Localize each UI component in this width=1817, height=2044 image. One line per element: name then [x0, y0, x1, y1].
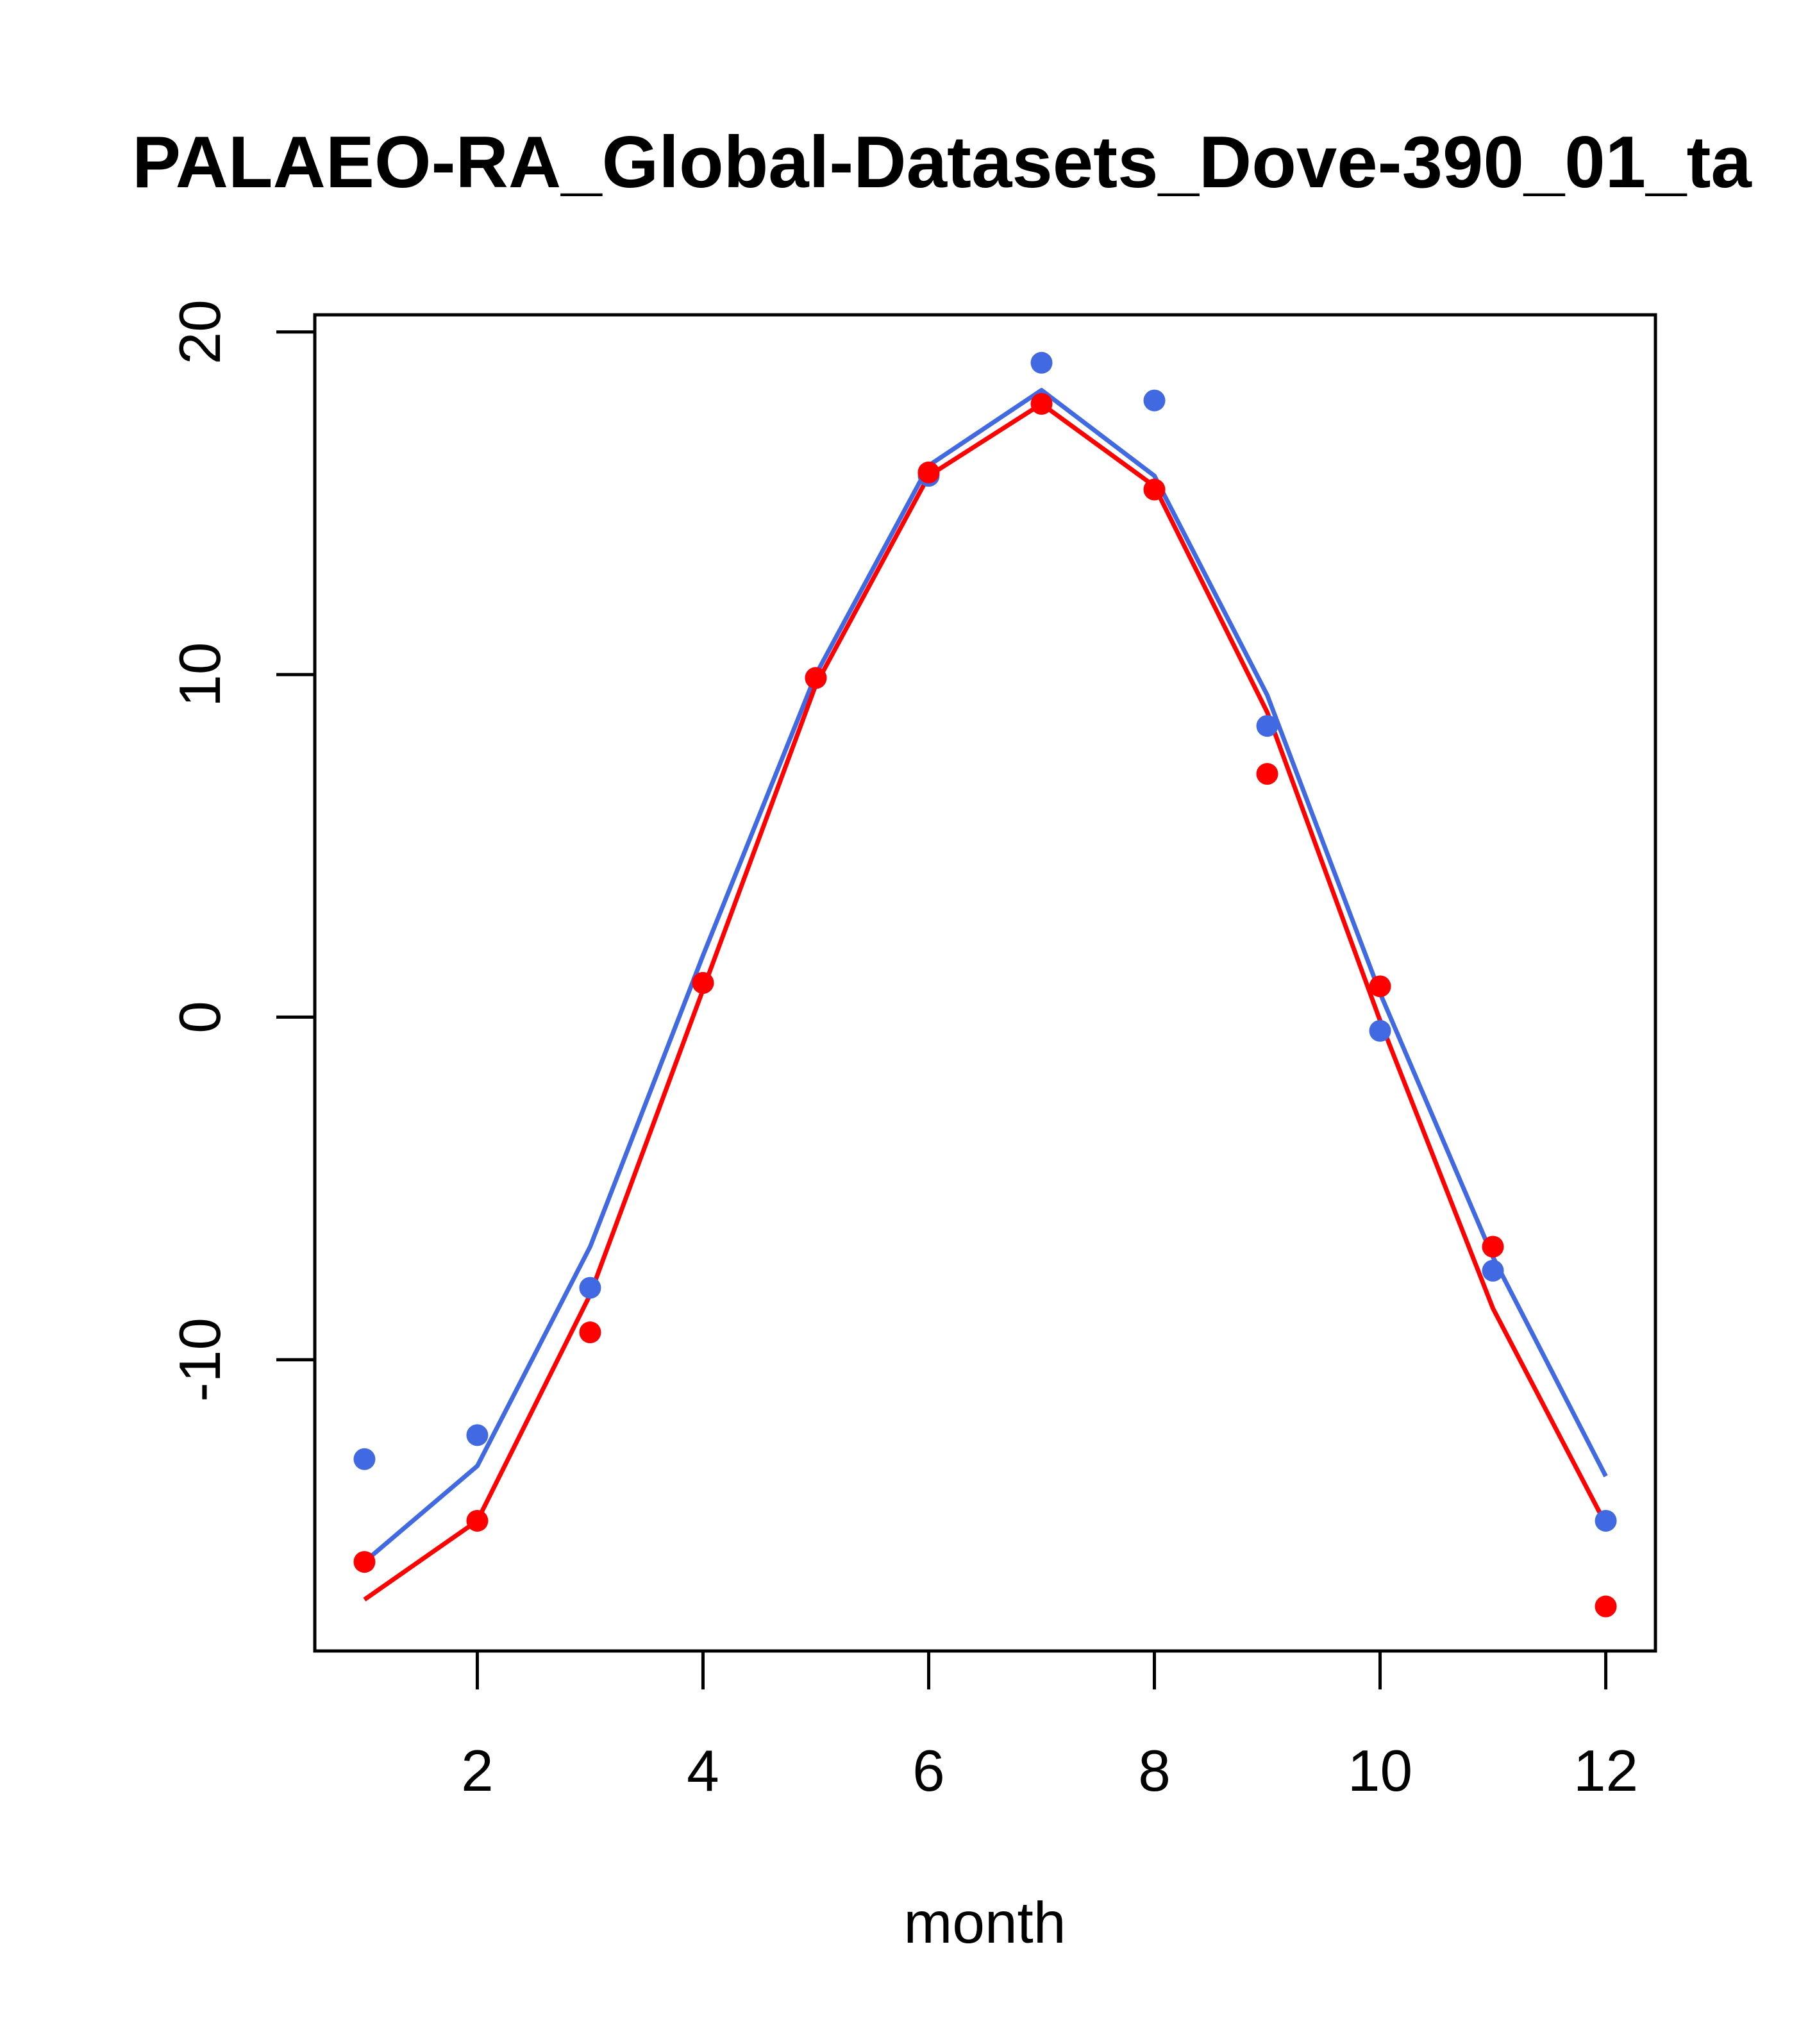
y-tick-label: -10	[168, 1318, 233, 1402]
x-tick-label: 6	[912, 1739, 945, 1804]
series-point-2	[353, 1551, 376, 1573]
series-point-1	[466, 1424, 489, 1446]
series-point-2	[692, 972, 714, 994]
series-point-1	[353, 1448, 376, 1470]
series-point-2	[1143, 478, 1166, 501]
x-tick-label: 2	[461, 1739, 494, 1804]
series-point-1	[1482, 1259, 1504, 1282]
series-point-1	[1595, 1509, 1617, 1532]
series-line-2	[363, 401, 1608, 1602]
x-tick-label: 12	[1573, 1739, 1638, 1804]
x-axis-label: month	[904, 1891, 1066, 1956]
series-line-1	[363, 388, 1608, 1564]
y-tick-label: 20	[168, 299, 233, 364]
series-layer	[353, 351, 1617, 1618]
chart-title: PALAEO-RA_Global-Datasets_Dove-390_01_ta	[132, 122, 1752, 203]
y-tick-label: 0	[168, 1001, 233, 1034]
series-point-2	[805, 667, 827, 689]
series-point-2	[1595, 1595, 1617, 1618]
series-point-1	[1256, 715, 1278, 737]
series-point-2	[917, 461, 940, 483]
series-point-1	[1143, 389, 1166, 412]
plot-frame	[313, 313, 1657, 1653]
y-tick-label: 10	[168, 642, 233, 707]
y-axis: -10 0 10 20	[168, 299, 317, 1402]
series-point-2	[1256, 763, 1278, 785]
x-axis: 2 4 6 8 10 12	[461, 1649, 1638, 1804]
series-point-2	[1369, 975, 1391, 998]
x-tick-label: 4	[687, 1739, 719, 1804]
x-tick-label: 8	[1138, 1739, 1171, 1804]
series-point-2	[1030, 392, 1053, 415]
series-point-2	[1482, 1236, 1504, 1258]
series-point-2	[579, 1321, 601, 1344]
series-point-1	[579, 1277, 601, 1299]
x-tick-label: 10	[1348, 1739, 1412, 1804]
series-point-1	[1369, 1019, 1391, 1042]
series-point-2	[466, 1509, 489, 1532]
series-point-1	[1030, 351, 1053, 374]
